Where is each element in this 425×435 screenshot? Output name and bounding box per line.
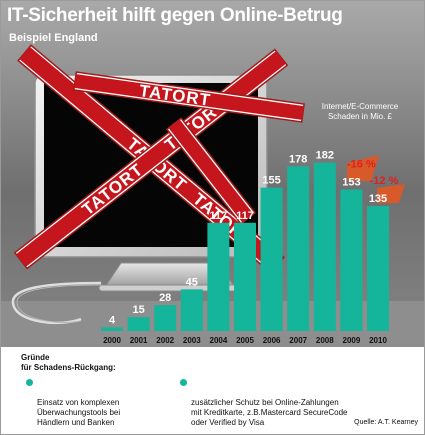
year-label-2002: 2002 — [156, 336, 174, 345]
bars: 4 2000 15 2001 28 2002 45 2003 117 2004 117 2005 155… — [101, 150, 399, 345]
footer-panel — [1, 347, 424, 434]
bar-2007 — [287, 166, 310, 331]
value-label-2003: 45 — [186, 276, 198, 288]
value-label-2007: 178 — [289, 153, 307, 165]
reason-text-2: zusätzlicher Schutz bei Online-Zahlungen… — [191, 398, 348, 427]
y-axis-label: Internet/E-Commerce Schaden in Mio. £ — [321, 102, 399, 121]
value-label-2001: 15 — [132, 304, 144, 316]
bar-2002 — [154, 305, 177, 331]
reason-text-1: Einsatz von komplexen Überwachungstools … — [37, 398, 121, 427]
change-annotation-2010: -12 % — [370, 175, 399, 187]
value-label-2009: 153 — [342, 176, 360, 188]
value-label-2006: 155 — [262, 175, 280, 187]
year-label-2006: 2006 — [263, 336, 281, 345]
bar-2005 — [234, 222, 256, 331]
reason-item-1: Einsatz von komplexen Überwachungstools … — [26, 378, 157, 428]
bullet-icon — [26, 379, 33, 386]
mouse-cable-shadow — [16, 284, 102, 323]
bar-2003 — [180, 289, 203, 331]
bar-2009 — [340, 189, 363, 331]
decline-highlight-2009 — [347, 155, 379, 181]
value-label-2000: 4 — [109, 314, 116, 326]
chart-title: IT-Sicherheit hilft gegen Online-Betrug — [7, 5, 343, 26]
reason-item-2: zusätzlicher Schutz bei Online-Zahlungen… — [180, 378, 381, 428]
bullet-icon — [180, 379, 187, 386]
bar-2001 — [127, 317, 150, 331]
year-label-2000: 2000 — [103, 336, 121, 345]
change-annotation-2009: -16 % — [347, 158, 376, 170]
source-note: Quelle: A.T. Kearney — [354, 419, 418, 426]
value-label-2004: 117 — [210, 210, 228, 222]
year-label-2004: 2004 — [210, 336, 228, 345]
bar-2004 — [207, 222, 230, 331]
value-label-2005: 117 — [236, 210, 254, 222]
bar-2010 — [367, 206, 389, 331]
value-label-2010: 135 — [369, 193, 387, 205]
year-label-2008: 2008 — [316, 336, 334, 345]
year-label-2007: 2007 — [289, 336, 307, 345]
value-label-2008: 182 — [316, 150, 334, 162]
reasons-heading: Gründe für Schadens-Rückgang: — [21, 353, 116, 372]
bar-2008 — [313, 162, 336, 331]
mouse-cable — [11, 281, 102, 325]
bar-2006 — [260, 187, 283, 331]
tape-4 — [165, 117, 257, 225]
value-label-2002: 28 — [159, 292, 171, 304]
chart-subtitle: Beispiel England — [9, 32, 98, 44]
year-label-2010: 2010 — [369, 336, 387, 345]
bar-2000 — [101, 327, 123, 331]
year-label-2003: 2003 — [183, 336, 201, 345]
year-label-2001: 2001 — [130, 336, 148, 345]
decline-highlights — [347, 155, 405, 203]
year-label-2009: 2009 — [343, 336, 361, 345]
year-label-2005: 2005 — [236, 336, 254, 345]
decline-highlight-2010 — [377, 184, 405, 203]
